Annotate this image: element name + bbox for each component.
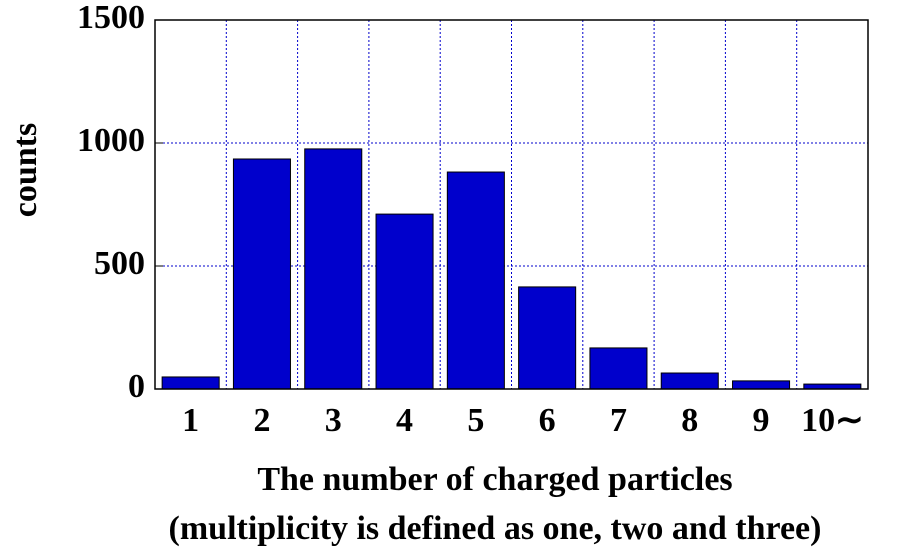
bar xyxy=(446,171,505,390)
x-axis-subtitle: (multiplicity is defined as one, two and… xyxy=(169,510,822,547)
plot-frame xyxy=(154,19,869,390)
y-tick-label: 0 xyxy=(128,368,145,405)
x-tick-label: 8 xyxy=(681,402,698,439)
bar xyxy=(304,148,363,390)
bar xyxy=(732,380,791,390)
bar xyxy=(589,347,648,390)
bar xyxy=(232,158,291,390)
bar xyxy=(161,376,220,390)
bar xyxy=(660,372,719,390)
x-axis-title: The number of charged particles xyxy=(257,461,732,498)
x-tick-label: 2 xyxy=(253,402,270,439)
x-tick-label: 7 xyxy=(610,402,627,439)
x-tick-label: 4 xyxy=(396,402,413,439)
x-tick-label: 9 xyxy=(753,402,770,439)
y-tick-label: 500 xyxy=(94,245,145,282)
bar xyxy=(518,286,577,390)
x-tick-label: 1 xyxy=(182,402,199,439)
bar xyxy=(375,213,434,390)
x-tick-label: 6 xyxy=(539,402,556,439)
y-axis-title: counts xyxy=(7,123,44,217)
x-tick-label: 5 xyxy=(467,402,484,439)
x-tick-label: 10∼ xyxy=(801,402,864,439)
y-tick-label: 1000 xyxy=(77,122,145,159)
y-tick-label: 1500 xyxy=(77,0,145,36)
x-tick-label: 3 xyxy=(325,402,342,439)
